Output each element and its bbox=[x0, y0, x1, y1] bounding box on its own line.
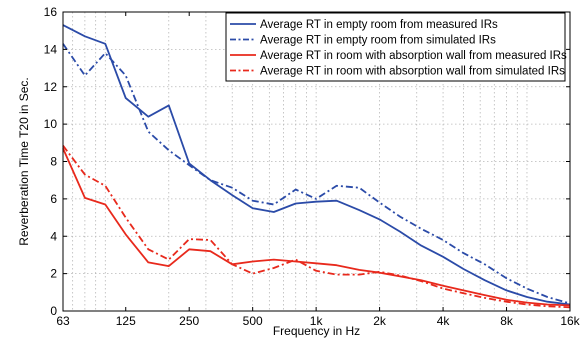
x-tick-label: 500 bbox=[243, 314, 263, 328]
x-tick-label: 63 bbox=[56, 314, 70, 328]
y-tick-label: 14 bbox=[44, 42, 58, 56]
legend-label: Average RT in room with absorption wall … bbox=[260, 66, 565, 78]
x-tick-label: 2k bbox=[373, 314, 387, 328]
y-tick-label: 6 bbox=[50, 192, 57, 206]
x-tick-label: 16k bbox=[560, 314, 580, 328]
series-line-1 bbox=[62, 24, 571, 306]
x-tick-label: 1k bbox=[310, 314, 324, 328]
series-lines bbox=[62, 24, 571, 309]
legend: Average RT in empty room from measured I… bbox=[225, 12, 567, 82]
series-line-2 bbox=[62, 43, 571, 305]
y-tick-label: 4 bbox=[50, 229, 57, 243]
legend-label: Average RT in room with absorption wall … bbox=[260, 50, 567, 62]
legend-box bbox=[225, 12, 566, 82]
y-tick-label: 12 bbox=[44, 80, 58, 94]
legend-label: Average RT in empty room from measured I… bbox=[260, 19, 498, 31]
series-line-4 bbox=[62, 145, 571, 309]
y-tick-label: 16 bbox=[44, 5, 58, 19]
x-tick-label: 4k bbox=[437, 314, 451, 328]
x-axis-label: Frequency in Hz bbox=[273, 324, 360, 338]
x-tick-label: 8k bbox=[500, 314, 514, 328]
axis-ticks: 0 2 4 6 8 10 12 14 16 63 125 250 500 1k 2k 4k 8k 16k bbox=[44, 5, 581, 328]
x-tick-label: 125 bbox=[116, 314, 136, 328]
y-tick-label: 0 bbox=[50, 304, 57, 318]
series-line-3 bbox=[62, 148, 571, 307]
y-tick-label: 10 bbox=[44, 117, 58, 131]
y-tick-label: 8 bbox=[50, 155, 57, 169]
y-axis-label: Reverberation Time T20 in Sec. bbox=[17, 77, 31, 246]
legend-label: Average RT in empty room from simulated … bbox=[260, 35, 496, 47]
x-tick-label: 250 bbox=[179, 314, 199, 328]
y-tick-label: 2 bbox=[50, 267, 57, 281]
